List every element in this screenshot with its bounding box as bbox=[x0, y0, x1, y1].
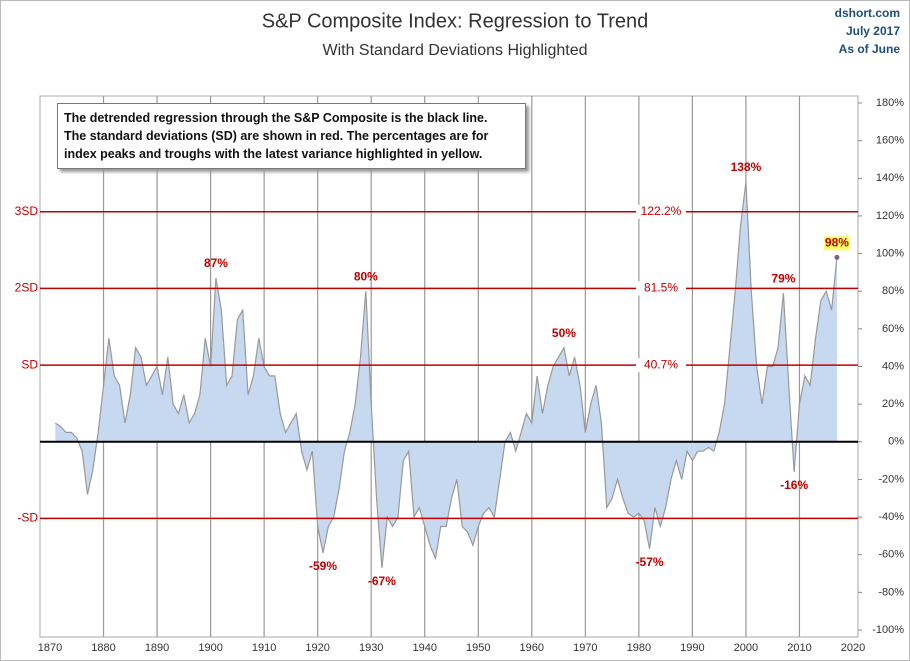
x-tick-label: 2000 bbox=[734, 642, 758, 654]
x-tick-label: 1910 bbox=[252, 642, 276, 654]
reference-value: 122.2% bbox=[641, 204, 682, 218]
reference-value-bg bbox=[636, 281, 686, 296]
x-tick-label: 1890 bbox=[145, 642, 169, 654]
chart-title: S&P Composite Index: Regression to Trend bbox=[262, 10, 649, 32]
as-of: As of June bbox=[839, 42, 901, 56]
y-tick-label: 180% bbox=[876, 97, 904, 109]
y-tick-label: -60% bbox=[878, 549, 904, 561]
x-tick-label: 1960 bbox=[520, 642, 544, 654]
x-tick-label: 2010 bbox=[787, 642, 811, 654]
area-line bbox=[55, 181, 838, 568]
x-tick-label: 1870 bbox=[38, 642, 62, 654]
note-line: index peaks and troughs with the latest … bbox=[64, 147, 483, 161]
reference-value: 81.5% bbox=[644, 281, 678, 295]
x-tick-label: 1970 bbox=[573, 642, 597, 654]
chart-subtitle: With Standard Deviations Highlighted bbox=[322, 42, 587, 59]
reference-value-bg bbox=[636, 358, 686, 373]
area bbox=[55, 182, 837, 568]
x-tick-label: 1880 bbox=[91, 642, 115, 654]
x-tick-label: 1980 bbox=[627, 642, 651, 654]
x-tick-label: 1920 bbox=[305, 642, 329, 654]
reference-value-bg bbox=[636, 204, 686, 219]
x-tick-label: 1900 bbox=[198, 642, 222, 654]
x-tick-label: 2020 bbox=[841, 642, 865, 654]
annotation-highlight bbox=[823, 236, 850, 251]
annotation: -59% bbox=[309, 559, 337, 573]
y-tick-label: -80% bbox=[878, 586, 904, 598]
x-tick-label: 1940 bbox=[412, 642, 436, 654]
date: July 2017 bbox=[846, 24, 900, 38]
reference-label: 3SD bbox=[15, 204, 39, 218]
annotation: 50% bbox=[552, 326, 576, 340]
y-tick-label: -100% bbox=[872, 624, 904, 636]
y-tick-label: 40% bbox=[882, 360, 904, 372]
annotation: 79% bbox=[771, 271, 795, 285]
note-line: The detrended regression through the S&P… bbox=[64, 111, 488, 125]
annotation: -16% bbox=[780, 478, 808, 492]
x-tick-label: 1930 bbox=[359, 642, 383, 654]
y-tick-label: 0% bbox=[888, 436, 904, 448]
y-tick-label: 160% bbox=[876, 135, 904, 147]
y-tick-label: 20% bbox=[882, 398, 904, 410]
note-box: The detrended regression through the S&P… bbox=[57, 103, 526, 169]
x-tick-label: 1990 bbox=[680, 642, 704, 654]
y-tick-label: 140% bbox=[876, 172, 904, 184]
source: dshort.com bbox=[835, 6, 900, 20]
y-tick-label: 60% bbox=[882, 323, 904, 335]
annotation: 98% bbox=[825, 236, 849, 250]
reference-label: SD bbox=[21, 357, 38, 371]
note-line: The standard deviations (SD) are shown i… bbox=[64, 129, 489, 143]
y-tick-label: 100% bbox=[876, 247, 904, 259]
y-tick-label: -20% bbox=[878, 473, 904, 485]
annotation: -57% bbox=[636, 555, 664, 569]
reference-label: 2SD bbox=[15, 281, 39, 295]
reference-label: -SD bbox=[17, 511, 38, 525]
annotation: 87% bbox=[204, 256, 228, 270]
y-tick-label: 120% bbox=[876, 210, 904, 222]
y-tick-label: -40% bbox=[878, 511, 904, 523]
annotation-point bbox=[834, 254, 840, 260]
annotation: 80% bbox=[354, 269, 378, 283]
annotation: -67% bbox=[368, 574, 396, 588]
x-tick-label: 1950 bbox=[466, 642, 490, 654]
reference-value: 40.7% bbox=[644, 357, 678, 371]
annotation: 138% bbox=[731, 160, 762, 174]
y-tick-label: 80% bbox=[882, 285, 904, 297]
